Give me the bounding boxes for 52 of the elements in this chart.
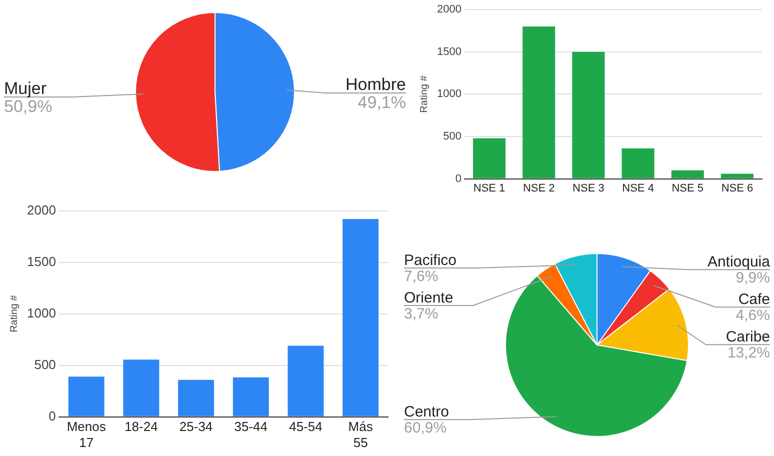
data-label: 4,6% — [736, 307, 770, 324]
y-tick-label: 500 — [34, 356, 56, 372]
x-tick-label: NSE 3 — [572, 182, 604, 194]
bar — [671, 170, 704, 178]
bar — [178, 380, 214, 416]
x-tick-label: 25-34 — [179, 419, 213, 434]
slice-label: Hombre — [346, 74, 406, 94]
bar — [123, 360, 160, 416]
bar — [288, 346, 324, 416]
y-tick-label: 1500 — [436, 46, 462, 58]
y-tick-label: 0 — [48, 408, 56, 424]
y-tick-label: 0 — [455, 172, 462, 185]
slice-label: Centro — [404, 404, 450, 421]
y-tick-label: 1000 — [27, 305, 56, 320]
data-label: 3,7% — [404, 305, 438, 322]
y-tick-label: 1000 — [436, 88, 462, 100]
x-tick-label: NSE 6 — [721, 182, 754, 194]
slice-label: Oriente — [404, 289, 454, 306]
bar — [572, 52, 605, 178]
x-tick-label: NSE 5 — [672, 182, 704, 194]
y-tick-label: 1500 — [27, 254, 56, 269]
x-tick-label: NSE 1 — [473, 182, 506, 194]
x-tick-label: 18-24 — [124, 419, 158, 434]
y-axis-title: Rating # — [8, 294, 20, 332]
slice-label: Mujer — [4, 79, 47, 98]
slice-label: Cafe — [738, 291, 770, 308]
y-tick-label: 2000 — [436, 4, 462, 16]
bar — [232, 377, 269, 416]
bar — [68, 376, 104, 416]
x-tick-label: 35-44 — [234, 419, 268, 434]
y-tick-label: 500 — [443, 130, 462, 143]
bar — [720, 174, 754, 178]
x-tick-label: NSE 4 — [622, 182, 654, 194]
bar — [522, 26, 556, 178]
x-tick-label: Más 55 — [348, 419, 374, 450]
slice-label: Antioquia — [707, 254, 771, 271]
data-label: 13,2% — [727, 344, 770, 362]
slice-label: Pacifico — [404, 252, 457, 269]
slice-label: Caribe — [726, 328, 770, 346]
x-tick-label: 45-54 — [289, 419, 322, 434]
data-label: 50,9% — [4, 97, 52, 116]
x-tick-label: NSE 2 — [522, 182, 555, 194]
data-label: 60,9% — [404, 420, 447, 437]
x-tick-label: Menos 17 — [66, 419, 106, 450]
bar — [342, 219, 379, 416]
data-label: 9,9% — [736, 270, 770, 287]
y-axis-title: Rating # — [418, 75, 430, 113]
y-tick-label: 2000 — [27, 202, 56, 218]
data-label: 7,6% — [404, 268, 438, 285]
bar — [473, 138, 506, 178]
data-label: 49,1% — [358, 92, 406, 112]
bar — [622, 148, 654, 178]
